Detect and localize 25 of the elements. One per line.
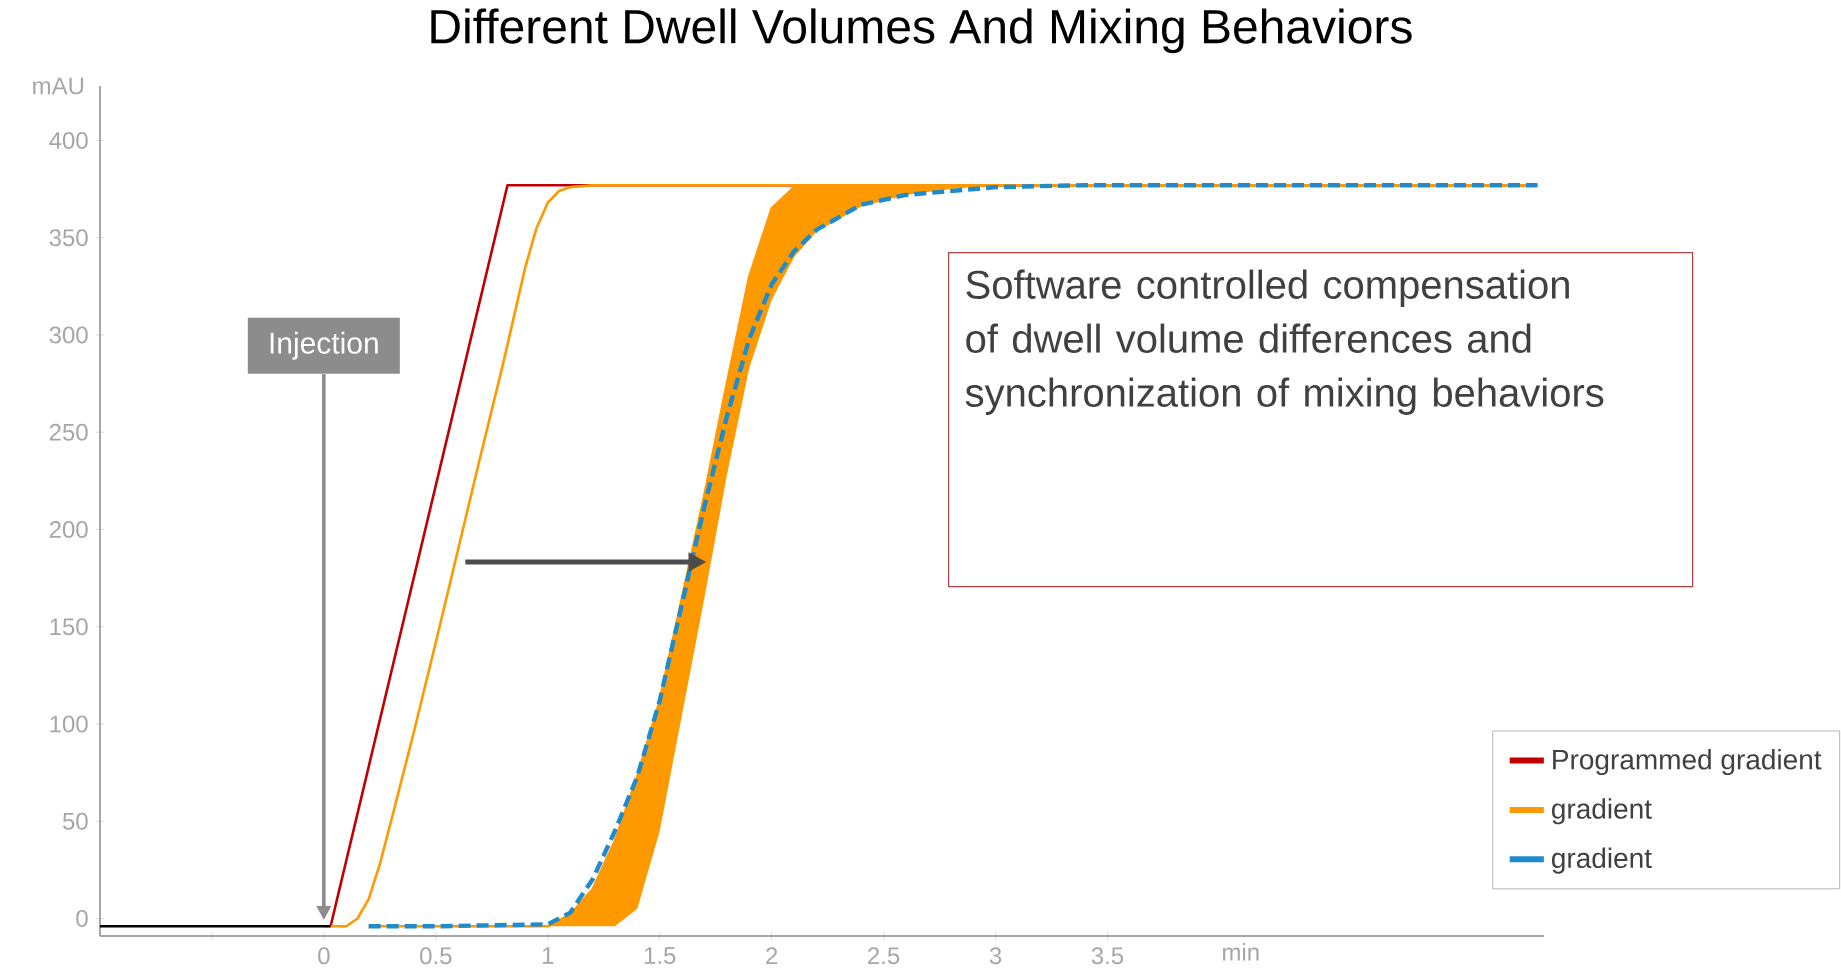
y-axis-title: mAU <box>33 77 84 95</box>
legend-label: Programmed gradient <box>1553 748 1822 776</box>
x-tick-label: 0.5 <box>420 947 452 965</box>
y-tick-label: 50 <box>62 812 88 830</box>
y-tick-label: 300 <box>49 326 88 344</box>
y-tick-label: 400 <box>49 131 88 149</box>
x-tick-label: 2.5 <box>868 947 900 965</box>
annotation: Injection <box>270 331 378 360</box>
chart-title: Different Dwell Volumes And Mixing Behaviors <box>431 8 1412 54</box>
y-tick-label: 250 <box>49 423 88 441</box>
x-tick-label: 1.5 <box>644 947 676 965</box>
x-axis-title: min <box>1223 943 1259 961</box>
legend-label: gradient <box>1552 847 1652 874</box>
x-tick-label: 0 <box>318 947 330 965</box>
y-tick-label: 350 <box>49 229 88 247</box>
annotation: Software controlled compensation of dwell volume differences and synchronization of mixing behaviors <box>965 269 1604 415</box>
legend-label: gradient <box>1552 798 1652 825</box>
y-tick-label: 200 <box>49 520 88 538</box>
x-tick-label: 2 <box>766 947 778 965</box>
x-tick-label: 3 <box>989 947 1002 965</box>
x-tick-label: 3.5 <box>1091 947 1124 965</box>
x-tick-label: 1 <box>542 947 554 964</box>
y-tick-label: 0 <box>76 909 88 927</box>
y-tick-label: 100 <box>50 715 88 733</box>
y-tick-label: 150 <box>50 618 88 636</box>
